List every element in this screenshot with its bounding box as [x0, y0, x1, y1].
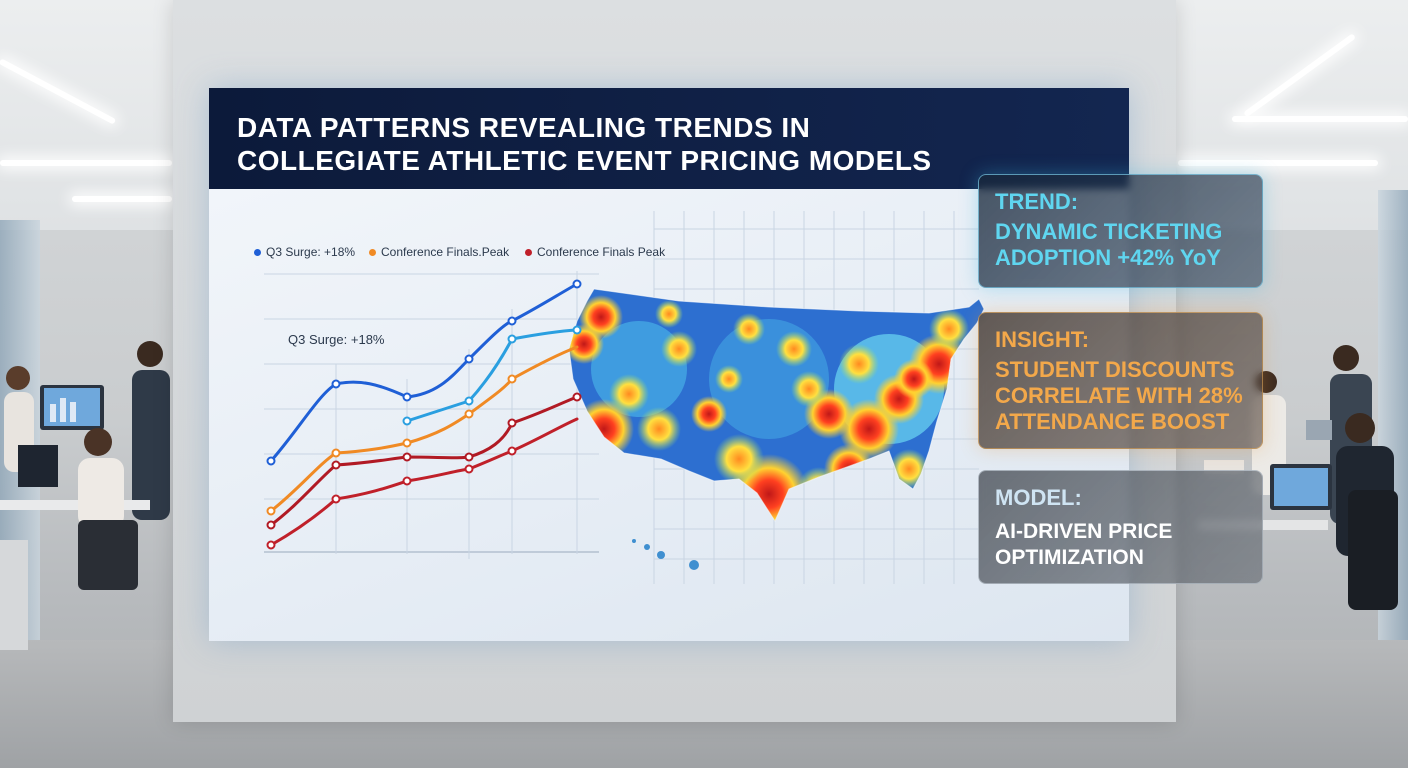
- insight-card: INSIGHT: STUDENT DISCOUNTS CORRELATE WIT…: [978, 312, 1263, 449]
- presentation-screen: DATA PATTERNS REVEALING TRENDS IN COLLEG…: [209, 88, 1129, 641]
- legend-item: Conference Finals.Peak: [369, 245, 509, 259]
- office-workers-left: [0, 341, 170, 650]
- insight-card-line-1: INSIGHT:: [995, 327, 1090, 352]
- chart-annotation: Q3 Surge: +18%: [288, 332, 385, 347]
- legend-dot: [525, 249, 532, 257]
- model-card: MODEL: AI-DRIVEN PRICE OPTIMIZATION: [978, 470, 1263, 584]
- legend-label: Q3 Surge: +18%: [266, 245, 356, 259]
- title-banner: DATA PATTERNS REVEALING TRENDS IN COLLEG…: [209, 88, 1129, 189]
- legend-label: Conference Finals.Peak: [381, 245, 510, 259]
- ceiling-light: [1232, 116, 1408, 122]
- title-line-2: COLLEGIATE ATHLETIC EVENT PRICING MODELS: [237, 145, 932, 176]
- ceiling-light: [72, 196, 172, 202]
- trend-card-line-1: TREND:: [995, 189, 1079, 214]
- trend-card-line-3: ADOPTION +42% YoY: [995, 245, 1221, 270]
- legend-dot: [254, 249, 261, 257]
- model-card-heading: MODEL:: [995, 485, 1082, 510]
- legend-dot: [369, 249, 376, 257]
- insight-card-line-4: ATTENDANCE BOOST: [995, 409, 1230, 434]
- legend-item: Q3 Surge: +18%: [254, 245, 355, 259]
- insight-card-line-2: STUDENT DISCOUNTS: [995, 357, 1235, 382]
- ceiling-light: [0, 160, 172, 166]
- chart-map-visual: [264, 211, 985, 584]
- legend-label: Conference Finals Peak: [537, 245, 666, 259]
- model-card-line-1: AI-DRIVEN PRICE: [995, 520, 1173, 543]
- model-card-line-2: OPTIMIZATION: [995, 546, 1144, 569]
- trend-card-line-2: DYNAMIC TICKETING: [995, 219, 1223, 244]
- legend-item: Conference Finals Peak: [525, 245, 665, 259]
- trend-card: TREND: DYNAMIC TICKETING ADOPTION +42% Y…: [978, 174, 1263, 288]
- insight-card-line-3: CORRELATE WITH 28%: [995, 383, 1243, 408]
- title-line-1: DATA PATTERNS REVEALING TRENDS IN: [237, 112, 811, 143]
- ceiling-light: [1178, 160, 1378, 166]
